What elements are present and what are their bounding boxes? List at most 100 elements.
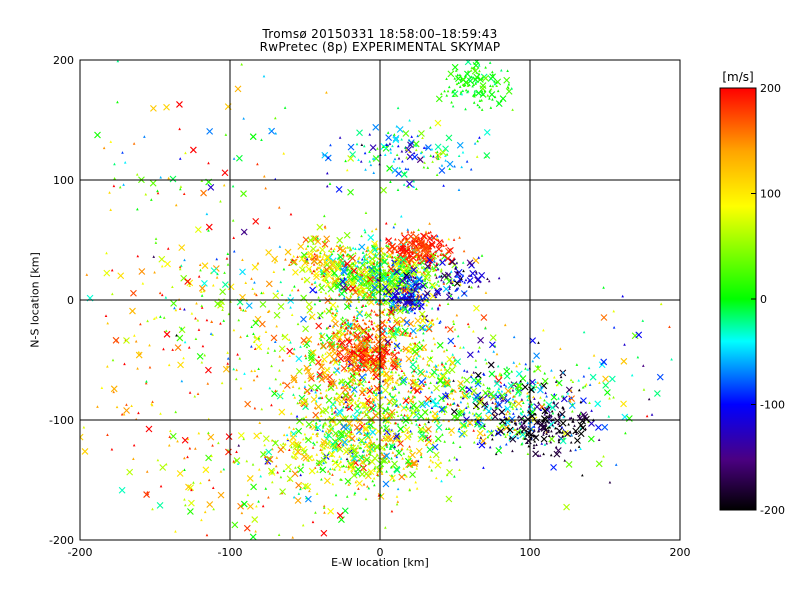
data-point-marker xyxy=(257,367,260,371)
data-point-marker xyxy=(442,184,445,187)
data-point-cross xyxy=(323,266,331,274)
data-point-marker xyxy=(440,249,444,252)
data-point-cross xyxy=(170,299,178,307)
data-point-marker xyxy=(162,316,166,319)
data-point-cross xyxy=(475,89,483,97)
data-point-cross xyxy=(422,274,430,282)
data-point-marker xyxy=(146,319,149,323)
data-point-marker xyxy=(470,274,473,277)
data-point-cross xyxy=(315,403,322,411)
data-point-marker xyxy=(319,251,322,255)
data-point-marker xyxy=(317,342,320,346)
data-point-marker xyxy=(440,278,443,282)
data-point-marker xyxy=(376,147,379,150)
data-point-marker xyxy=(224,133,228,136)
data-point-cross xyxy=(434,119,442,127)
data-point-marker xyxy=(435,150,439,154)
data-point-cross xyxy=(327,507,335,515)
data-point-marker xyxy=(115,405,119,409)
data-point-marker xyxy=(478,346,481,349)
data-point-marker xyxy=(302,416,306,420)
data-point-marker xyxy=(371,292,375,296)
data-point-marker xyxy=(319,414,323,418)
data-point-marker xyxy=(330,297,333,300)
data-point-marker xyxy=(264,330,268,333)
data-point-marker xyxy=(435,261,439,265)
data-point-cross xyxy=(397,251,404,259)
data-point-marker xyxy=(396,487,400,491)
data-point-cross xyxy=(251,263,259,271)
data-point-marker xyxy=(299,345,302,348)
data-point-marker xyxy=(472,329,475,333)
data-point-cross xyxy=(503,367,511,375)
data-point-marker xyxy=(328,324,332,328)
data-point-marker xyxy=(400,369,404,372)
data-point-cross xyxy=(277,446,285,454)
data-point-marker xyxy=(356,398,360,402)
data-point-marker xyxy=(398,402,402,406)
data-point-cross xyxy=(362,256,370,264)
data-point-marker xyxy=(303,380,307,383)
data-point-cross xyxy=(495,100,503,108)
data-point-marker xyxy=(404,423,408,427)
data-point-marker xyxy=(396,422,400,426)
data-point-marker xyxy=(410,231,413,234)
data-point-marker xyxy=(321,353,324,357)
data-point-marker xyxy=(283,106,287,109)
data-point-cross xyxy=(540,382,548,390)
data-point-cross xyxy=(236,154,243,162)
data-point-marker xyxy=(342,380,346,384)
data-point-marker xyxy=(432,154,435,158)
data-point-cross xyxy=(401,234,409,241)
data-point-marker xyxy=(419,387,423,391)
data-point-marker xyxy=(569,440,573,444)
data-point-cross xyxy=(305,336,313,343)
data-point-marker xyxy=(447,376,451,380)
data-point-marker xyxy=(443,89,446,93)
data-point-marker xyxy=(374,252,377,255)
data-point-marker xyxy=(167,176,170,180)
data-point-marker xyxy=(256,261,260,265)
data-point-marker xyxy=(543,371,547,375)
data-point-marker xyxy=(252,332,255,335)
data-point-marker xyxy=(201,344,205,348)
data-point-marker xyxy=(308,255,311,258)
data-point-cross xyxy=(246,475,254,482)
data-point-marker xyxy=(309,257,313,261)
data-point-marker xyxy=(209,332,213,335)
data-point-marker xyxy=(391,144,394,148)
data-point-marker xyxy=(112,184,116,188)
data-point-marker xyxy=(330,259,333,262)
data-point-marker xyxy=(370,376,373,380)
data-point-marker xyxy=(447,290,450,294)
data-point-marker xyxy=(410,135,414,138)
data-point-marker xyxy=(384,395,387,399)
data-point-marker xyxy=(421,256,425,259)
data-point-marker xyxy=(452,355,456,359)
data-point-cross xyxy=(430,368,438,376)
data-point-cross xyxy=(81,448,89,455)
data-point-marker xyxy=(151,400,154,403)
data-point-cross xyxy=(478,272,486,279)
data-point-marker xyxy=(232,249,236,253)
data-point-cross xyxy=(540,435,548,443)
grid-lines xyxy=(80,60,680,540)
data-point-cross xyxy=(273,311,281,319)
data-point-marker xyxy=(641,364,645,367)
data-point-marker xyxy=(446,302,450,305)
data-point-cross xyxy=(436,341,444,349)
data-point-marker xyxy=(354,251,357,255)
data-point-marker xyxy=(335,311,339,315)
data-point-marker xyxy=(342,464,345,468)
data-point-marker xyxy=(431,460,435,464)
data-point-marker xyxy=(310,271,314,275)
data-point-marker xyxy=(466,322,470,326)
data-point-marker xyxy=(380,390,383,393)
data-point-marker xyxy=(296,288,300,292)
data-point-cross xyxy=(403,426,411,434)
data-point-marker xyxy=(428,222,431,225)
data-point-marker xyxy=(319,290,323,293)
data-point-marker xyxy=(306,244,310,248)
data-point-marker xyxy=(318,255,322,259)
data-point-cross xyxy=(381,283,389,291)
